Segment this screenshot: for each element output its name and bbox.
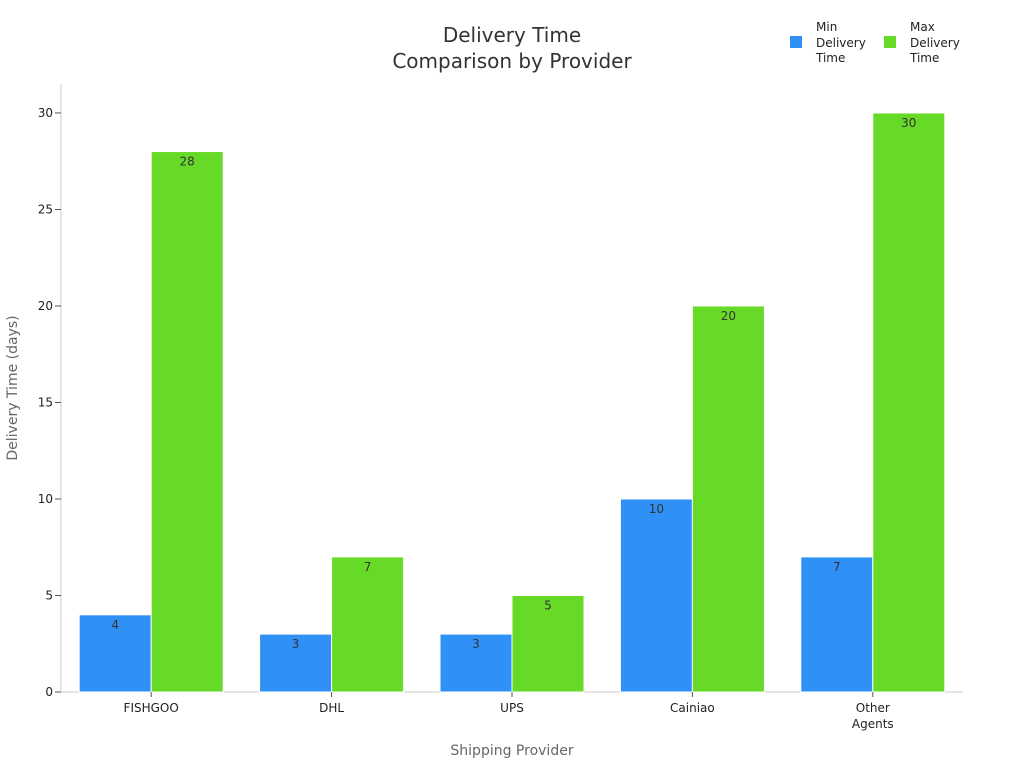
- legend-label-max-line-3: Time: [909, 51, 939, 65]
- legend-label-min-line-1: Min: [816, 20, 837, 34]
- bar-max-1: [331, 556, 405, 693]
- x-axis-title: Shipping Provider: [450, 743, 573, 759]
- bar-max-4: [872, 112, 946, 693]
- legend-label-max-line-1: Max: [910, 20, 935, 34]
- x-tick-label: Agents: [852, 717, 894, 731]
- data-label-min-3: 10: [649, 502, 664, 516]
- x-tick-label: Cainiao: [670, 701, 715, 715]
- bar-min-2: [439, 633, 513, 693]
- legend-swatch-max: [884, 36, 896, 48]
- bars: [78, 112, 946, 693]
- chart-title-line-2: Comparison by Provider: [392, 49, 632, 73]
- x-ticks: FISHGOO DHL UPS Cainiao Other Agents: [124, 692, 894, 731]
- data-label-max-2: 5: [544, 598, 552, 612]
- chart-title-line-1: Delivery Time: [443, 23, 581, 47]
- data-label-min-4: 7: [833, 560, 841, 574]
- data-label-max-1: 7: [364, 560, 372, 574]
- y-tick-label: 20: [38, 299, 53, 313]
- bar-max-0: [150, 151, 224, 693]
- legend-label-min-line-2: Delivery: [816, 36, 866, 50]
- y-tick-label: 30: [38, 106, 53, 120]
- legend-label-min-line-3: Time: [815, 51, 845, 65]
- y-tick-label: 15: [38, 395, 53, 409]
- x-tick-label: FISHGOO: [124, 701, 179, 715]
- bar-min-4: [800, 556, 874, 693]
- y-axis-title: Delivery Time (days): [5, 315, 21, 460]
- y-tick-label: 0: [45, 685, 53, 699]
- x-tick-label: Other: [856, 701, 890, 715]
- data-labels: 4 28 3 7 3 5 10 20 7 30: [111, 116, 916, 651]
- bar-max-3: [691, 305, 765, 693]
- data-label-max-0: 28: [180, 155, 195, 169]
- bar-min-3: [619, 498, 693, 693]
- y-tick-label: 25: [38, 202, 53, 216]
- data-label-max-4: 30: [901, 116, 916, 130]
- x-tick-label: DHL: [319, 701, 344, 715]
- legend: Min Delivery Time Max Delivery Time: [790, 20, 960, 65]
- y-ticks: 0 5 10 15 20 25 30: [38, 106, 61, 699]
- data-label-max-3: 20: [721, 309, 736, 323]
- legend-swatch-min: [790, 36, 802, 48]
- y-tick-label: 5: [45, 588, 53, 602]
- x-tick-label: UPS: [500, 701, 524, 715]
- legend-label-max-line-2: Delivery: [910, 36, 960, 50]
- y-tick-label: 10: [38, 492, 53, 506]
- bar-max-2: [511, 594, 585, 693]
- data-label-min-2: 3: [472, 637, 480, 651]
- data-label-min-0: 4: [111, 618, 119, 632]
- bar-min-1: [259, 633, 333, 693]
- data-label-min-1: 3: [292, 637, 300, 651]
